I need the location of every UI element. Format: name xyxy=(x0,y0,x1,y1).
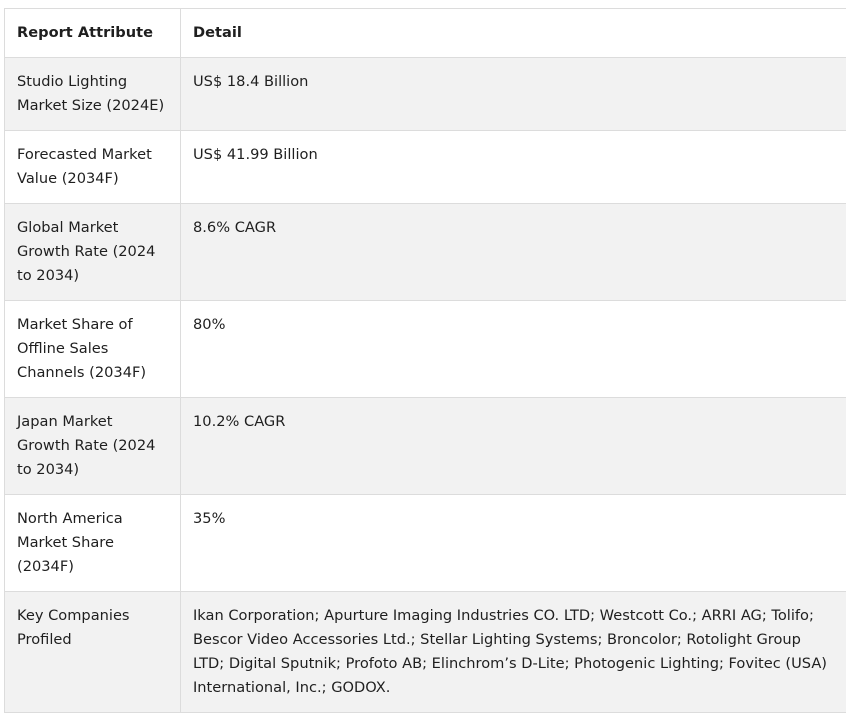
row-detail: 80% xyxy=(181,301,846,398)
row-attribute: Japan Market Growth Rate (2024 to 2034) xyxy=(5,398,181,495)
row-attribute: Key Companies Profiled xyxy=(5,592,181,713)
table-row: Key Companies Profiled Ikan Corporation;… xyxy=(5,592,846,713)
report-attribute-table: Report Attribute Detail Studio Lighting … xyxy=(4,8,846,713)
row-detail: Ikan Corporation; Apurture Imaging Indus… xyxy=(181,592,846,713)
row-detail: 8.6% CAGR xyxy=(181,204,846,301)
table-row: North America Market Share (2034F) 35% xyxy=(5,495,846,592)
row-detail: US$ 41.99 Billion xyxy=(181,131,846,204)
row-attribute: Studio Lighting Market Size (2024E) xyxy=(5,58,181,131)
table-header-row: Report Attribute Detail xyxy=(5,9,846,58)
row-detail: 10.2% CAGR xyxy=(181,398,846,495)
table-row: Studio Lighting Market Size (2024E) US$ … xyxy=(5,58,846,131)
row-attribute: Global Market Growth Rate (2024 to 2034) xyxy=(5,204,181,301)
row-attribute: North America Market Share (2034F) xyxy=(5,495,181,592)
header-report-attribute: Report Attribute xyxy=(5,9,181,58)
table-row: Japan Market Growth Rate (2024 to 2034) … xyxy=(5,398,846,495)
row-detail: US$ 18.4 Billion xyxy=(181,58,846,131)
row-attribute: Market Share of Offline Sales Channels (… xyxy=(5,301,181,398)
table-row: Global Market Growth Rate (2024 to 2034)… xyxy=(5,204,846,301)
header-detail: Detail xyxy=(181,9,846,58)
table-row: Market Share of Offline Sales Channels (… xyxy=(5,301,846,398)
row-attribute: Forecasted Market Value (2034F) xyxy=(5,131,181,204)
table-row: Forecasted Market Value (2034F) US$ 41.9… xyxy=(5,131,846,204)
row-detail: 35% xyxy=(181,495,846,592)
